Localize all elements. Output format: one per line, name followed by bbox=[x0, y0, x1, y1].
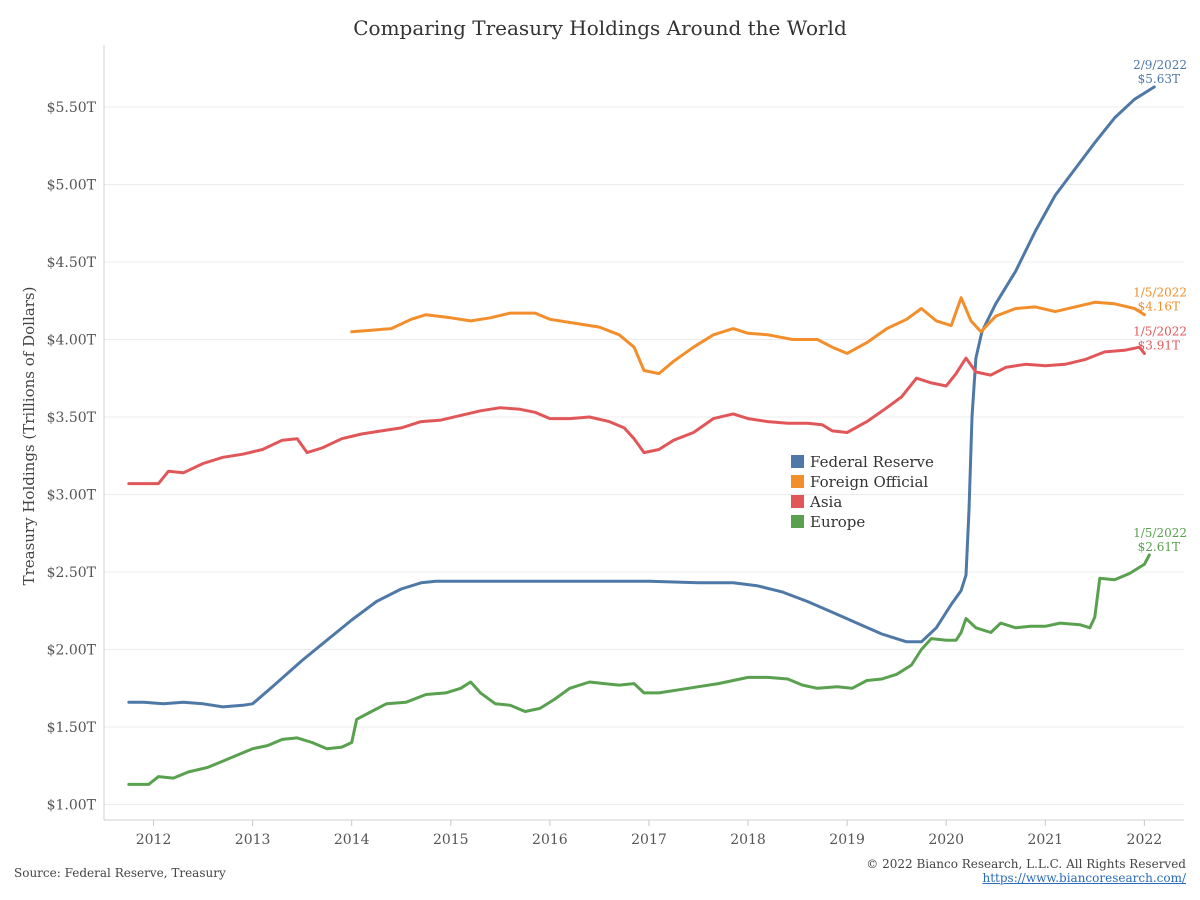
series-line-foreign-official bbox=[350, 296, 1146, 376]
end-label-value: $2.61T bbox=[1138, 540, 1180, 554]
end-label-value: $4.16T bbox=[1138, 300, 1180, 314]
legend-label: Europe bbox=[810, 513, 865, 531]
legend-label: Foreign Official bbox=[810, 473, 928, 491]
series-line-asia bbox=[127, 345, 1146, 486]
end-label-value: $3.91T bbox=[1138, 338, 1180, 352]
x-tick-label: 2012 bbox=[136, 832, 172, 848]
y-tick-label: $3.00T bbox=[47, 488, 97, 504]
source-note: Source: Federal Reserve, Treasury bbox=[14, 866, 226, 880]
y-tick-label: $4.50T bbox=[47, 255, 97, 271]
end-label-date: 1/5/2022 bbox=[1133, 526, 1187, 540]
chart-title: Comparing Treasury Holdings Around the W… bbox=[353, 16, 847, 40]
end-label-date: 1/5/2022 bbox=[1133, 286, 1187, 300]
legend-swatch bbox=[791, 475, 804, 488]
y-tick-label: $2.00T bbox=[47, 643, 97, 659]
x-tick-label: 2016 bbox=[532, 832, 568, 848]
legend-swatch bbox=[791, 495, 804, 508]
legend-swatch bbox=[791, 455, 804, 468]
x-tick-label: 2013 bbox=[235, 832, 271, 848]
x-tick-label: 2014 bbox=[334, 832, 370, 848]
end-label-date: 1/5/2022 bbox=[1133, 324, 1187, 338]
x-tick-label: 2018 bbox=[730, 832, 766, 848]
y-tick-label: $3.50T bbox=[47, 410, 97, 426]
x-tick-label: 2021 bbox=[1027, 832, 1063, 848]
legend-label: Federal Reserve bbox=[810, 453, 934, 471]
x-tick-label: 2015 bbox=[433, 832, 469, 848]
y-tick-label: $2.50T bbox=[47, 565, 97, 581]
legend-swatch bbox=[791, 515, 804, 528]
bianco-research-link[interactable]: https://www.biancoresearch.com/ bbox=[982, 871, 1186, 885]
y-tick-label: $5.50T bbox=[47, 100, 97, 116]
end-label-value: $5.63T bbox=[1138, 72, 1180, 86]
series-line-federal-reserve bbox=[127, 85, 1156, 709]
copyright-block: © 2022 Bianco Research, L.L.C. All Right… bbox=[866, 857, 1186, 885]
x-tick-label: 2019 bbox=[829, 832, 865, 848]
grid-lines bbox=[104, 106, 1184, 805]
axes: $1.00T $1.50T $2.00T $2.50T $3.00T $3.50T $4.0… bbox=[47, 45, 1184, 848]
series-lines bbox=[127, 85, 1156, 786]
y-tick-label: $1.50T bbox=[47, 720, 97, 736]
end-labels: 2/9/2022$5.63T1/5/2022$4.16T1/5/2022$3.9… bbox=[1133, 58, 1187, 554]
series-line-europe bbox=[127, 553, 1151, 786]
x-tick-label: 2017 bbox=[631, 832, 667, 848]
legend-label: Asia bbox=[809, 493, 842, 511]
y-tick-label: $1.00T bbox=[47, 798, 97, 814]
x-tick-label: 2020 bbox=[928, 832, 964, 848]
y-axis-title: Treasury Holdings (Trillions of Dollars) bbox=[20, 287, 38, 586]
x-tick-label: 2022 bbox=[1127, 832, 1163, 848]
copyright-text: © 2022 Bianco Research, L.L.C. All Right… bbox=[866, 857, 1186, 871]
legend: Federal Reserve Foreign Official Asia Europ… bbox=[791, 453, 934, 531]
y-tick-label: $5.00T bbox=[47, 178, 97, 194]
y-tick-label: $4.00T bbox=[47, 333, 97, 349]
end-label-date: 2/9/2022 bbox=[1133, 58, 1187, 72]
